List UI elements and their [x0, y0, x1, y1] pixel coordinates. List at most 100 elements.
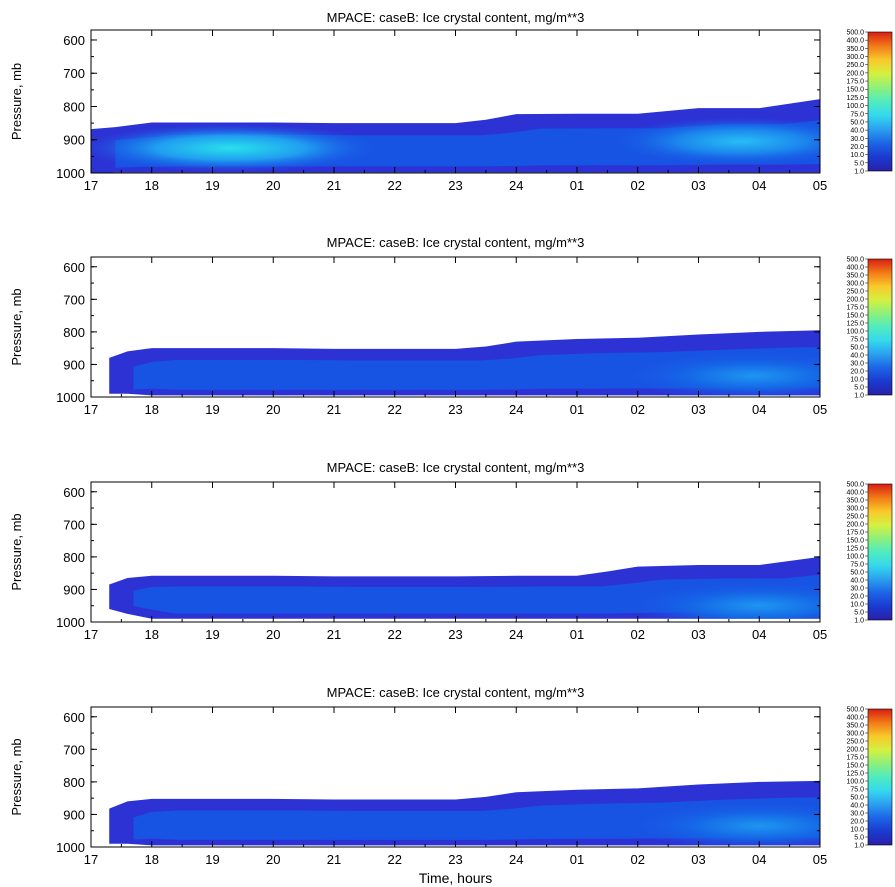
- colorbar-label: 50.0: [850, 345, 864, 352]
- y-axis-label: Pressure, mb: [9, 513, 24, 590]
- x-tick-label: 05: [813, 852, 827, 867]
- colorbar-label: 40.0: [850, 803, 864, 810]
- colorbar-label: 1.0: [854, 843, 864, 850]
- x-tick-label: 01: [570, 402, 584, 417]
- y-tick-label: 900: [63, 133, 85, 148]
- colorbar-label: 400.0: [846, 490, 864, 497]
- x-tick-label: 21: [327, 178, 341, 193]
- x-tick-label: 05: [813, 402, 827, 417]
- x-tick-label: 23: [448, 627, 462, 642]
- x-tick-label: 21: [327, 402, 341, 417]
- data-peak: [91, 124, 381, 173]
- colorbar-label: 50.0: [850, 795, 864, 802]
- colorbar-label: 40.0: [850, 578, 864, 585]
- y-tick-label: 600: [63, 710, 85, 725]
- colorbar-label: 500.0: [846, 257, 864, 264]
- colorbar-label: 250.0: [846, 514, 864, 521]
- x-tick-label: 21: [327, 852, 341, 867]
- colorbar-label: 125.0: [846, 95, 864, 102]
- colorbar-label: 1.0: [854, 618, 864, 625]
- colorbar-label: 125.0: [846, 546, 864, 553]
- colorbar-label: 175.0: [846, 305, 864, 312]
- colorbar-label: 500.0: [846, 30, 864, 37]
- colorbar-label: 5.0: [854, 610, 864, 617]
- colorbar-label: 200.0: [846, 747, 864, 754]
- colorbar-label: 100.0: [846, 554, 864, 561]
- x-tick-label: 01: [570, 627, 584, 642]
- colorbar-label: 10.0: [850, 152, 864, 159]
- chart-title: MPACE: caseB: Ice crystal content, mg/m*…: [327, 460, 585, 475]
- colorbar-label: 20.0: [850, 819, 864, 826]
- x-tick-label: 02: [631, 627, 645, 642]
- x-tick-label: 24: [509, 852, 523, 867]
- x-tick-label: 18: [145, 402, 159, 417]
- y-tick-label: 1000: [56, 390, 85, 405]
- colorbar-label: 100.0: [846, 103, 864, 110]
- y-tick-label: 600: [63, 260, 85, 275]
- x-tick-label: 18: [145, 852, 159, 867]
- y-axis-label: Pressure, mb: [9, 738, 24, 815]
- colorbar-label: 10.0: [850, 602, 864, 609]
- colorbar: [867, 258, 893, 396]
- x-tick-label: 02: [631, 402, 645, 417]
- x-tick-label: 20: [266, 852, 280, 867]
- y-axis-label: Pressure, mb: [9, 63, 24, 140]
- colorbar-label: 175.0: [846, 79, 864, 86]
- chart-title: MPACE: caseB: Ice crystal content, mg/m*…: [327, 235, 585, 250]
- colorbar-label: 500.0: [846, 707, 864, 714]
- x-tick-label: 24: [509, 402, 523, 417]
- colorbar-label: 40.0: [850, 128, 864, 135]
- y-tick-label: 600: [63, 485, 85, 500]
- colorbar-label: 30.0: [850, 136, 864, 143]
- colorbar-label: 5.0: [854, 385, 864, 392]
- x-tick-label: 04: [752, 402, 766, 417]
- colorbar-label: 75.0: [850, 111, 864, 118]
- colorbar-label: 150.0: [846, 87, 864, 94]
- y-tick-label: 700: [63, 517, 85, 532]
- x-tick-label: 23: [448, 178, 462, 193]
- x-tick-label: 20: [266, 402, 280, 417]
- y-tick-label: 600: [63, 33, 85, 48]
- y-tick-label: 800: [63, 775, 85, 790]
- x-tick-label: 21: [327, 627, 341, 642]
- x-tick-label: 02: [631, 178, 645, 193]
- colorbar-label: 300.0: [846, 731, 864, 738]
- colorbar-label: 400.0: [846, 715, 864, 722]
- x-tick-label: 05: [813, 178, 827, 193]
- x-tick-label: 23: [448, 402, 462, 417]
- chart-panel-1: MPACE: caseB: Ice crystal content, mg/m*…: [9, 10, 893, 193]
- chart-panel-2: MPACE: caseB: Ice crystal content, mg/m*…: [9, 235, 893, 417]
- x-tick-label: 19: [205, 178, 219, 193]
- x-tick-label: 22: [388, 402, 402, 417]
- colorbar-label: 30.0: [850, 586, 864, 593]
- colorbar-label: 75.0: [850, 787, 864, 794]
- colorbar-label: 10.0: [850, 827, 864, 834]
- x-tick-label: 20: [266, 627, 280, 642]
- colorbar-label: 200.0: [846, 522, 864, 529]
- x-tick-label: 04: [752, 627, 766, 642]
- colorbar-label: 20.0: [850, 369, 864, 376]
- y-axis-label: Pressure, mb: [9, 288, 24, 365]
- colorbar-label: 1.0: [854, 169, 864, 176]
- colorbar-label: 400.0: [846, 38, 864, 45]
- y-tick-label: 1000: [56, 840, 85, 855]
- colorbar-label: 175.0: [846, 755, 864, 762]
- data-peak: [623, 351, 820, 396]
- data-peak: [629, 581, 820, 619]
- colorbar-label: 250.0: [846, 739, 864, 746]
- x-tick-label: 17: [84, 627, 98, 642]
- y-tick-label: 700: [63, 292, 85, 307]
- colorbar-label: 100.0: [846, 329, 864, 336]
- y-tick-label: 1000: [56, 615, 85, 630]
- chart-panel-4: MPACE: caseB: Ice crystal content, mg/m*…: [9, 685, 893, 886]
- colorbar: [867, 31, 893, 172]
- x-tick-label: 03: [691, 178, 705, 193]
- colorbar-label: 150.0: [846, 538, 864, 545]
- colorbar-label: 500.0: [846, 482, 864, 489]
- colorbar-label: 150.0: [846, 313, 864, 320]
- y-tick-label: 900: [63, 357, 85, 372]
- colorbar-label: 50.0: [850, 570, 864, 577]
- colorbar-label: 300.0: [846, 506, 864, 513]
- x-tick-label: 03: [691, 627, 705, 642]
